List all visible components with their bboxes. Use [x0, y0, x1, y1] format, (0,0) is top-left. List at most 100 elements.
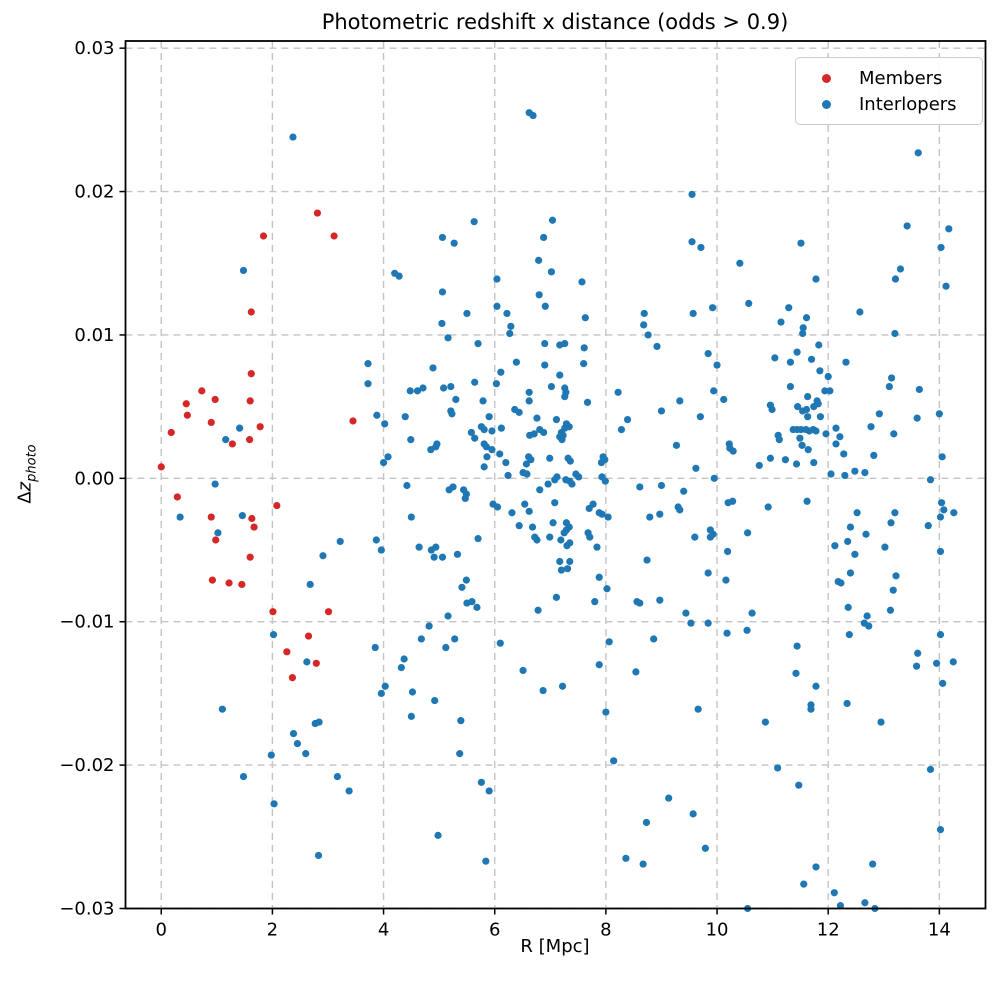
interloper-point: [238, 512, 246, 520]
interloper-point: [816, 367, 824, 375]
interloper-point: [887, 519, 895, 527]
interloper-point: [812, 427, 820, 435]
member-point: [288, 674, 297, 682]
interloper-point: [748, 609, 756, 617]
interloper-point: [844, 537, 852, 546]
interloper-point: [591, 598, 599, 606]
interloper-point: [881, 543, 889, 551]
interloper-point: [643, 556, 651, 564]
interloper-point: [945, 225, 953, 233]
interloper-point: [477, 778, 485, 786]
interloper-point: [575, 473, 583, 481]
interloper-point: [483, 453, 491, 461]
interloper-point: [492, 380, 500, 388]
interloper-point: [622, 854, 630, 862]
interloper-point: [314, 851, 323, 860]
interloper-point: [530, 430, 538, 438]
interloper-point: [211, 480, 219, 488]
interloper-point: [840, 450, 848, 458]
y-axis-label-var: z: [14, 481, 36, 492]
interloper-point: [682, 609, 690, 617]
interloper-point: [539, 686, 547, 695]
interloper-point: [803, 497, 811, 505]
member-point: [167, 428, 175, 437]
legend-item-members: Members: [810, 65, 972, 91]
interloper-point: [544, 480, 552, 488]
interloper-point: [688, 238, 696, 246]
interloper-point: [381, 420, 389, 428]
interloper-point: [713, 361, 721, 369]
interloper-point: [935, 410, 943, 418]
interloper-point: [556, 371, 564, 379]
interloper-point: [496, 450, 504, 458]
member-point: [246, 436, 254, 444]
interloper-point: [938, 453, 946, 461]
interloper-point: [458, 583, 466, 591]
interloper-point: [239, 266, 248, 275]
member-point: [269, 608, 277, 616]
interloper-point: [302, 750, 310, 758]
interloper-point: [653, 342, 661, 351]
interloper-point: [497, 424, 505, 432]
x-tick-label: 8: [600, 920, 611, 941]
interloper-point: [830, 889, 838, 897]
interloper-point: [807, 355, 816, 363]
member-point: [207, 418, 215, 427]
interloper-point: [289, 729, 298, 738]
interloper-point: [371, 643, 379, 652]
interloper-point: [563, 542, 571, 550]
interloper-point: [642, 818, 651, 827]
interloper-point: [493, 275, 501, 283]
interloper-point: [843, 699, 851, 708]
interloper-point: [796, 434, 804, 442]
interloper-point: [533, 414, 541, 422]
interloper-point: [400, 655, 408, 663]
interloper-point: [869, 860, 877, 868]
interloper-point: [438, 288, 447, 296]
interloper-point: [890, 430, 898, 438]
member-point: [349, 417, 357, 425]
interloper-point: [797, 239, 805, 247]
interloper-point: [431, 696, 439, 705]
interloper-point: [846, 523, 855, 531]
interloper-point: [430, 553, 438, 561]
interloper-point: [493, 302, 501, 310]
interloper-point: [885, 382, 893, 391]
interloper-point: [896, 265, 905, 273]
legend: Members Interlopers: [795, 57, 983, 125]
member-point: [273, 501, 281, 510]
interloper-point: [417, 635, 425, 643]
interloper-point: [529, 111, 537, 120]
interloper-point: [729, 447, 737, 455]
interloper-point: [912, 662, 921, 670]
member-point: [212, 536, 220, 544]
members-dot-icon: [822, 73, 831, 83]
interloper-point: [861, 468, 869, 477]
interloper-point: [841, 471, 849, 480]
interloper-point: [812, 863, 820, 871]
interloper-point: [540, 233, 548, 242]
interloper-point: [488, 427, 496, 435]
interloper-point: [914, 649, 922, 657]
interloper-point: [656, 510, 664, 518]
member-point: [228, 440, 236, 448]
interloper-point: [493, 503, 502, 511]
x-tick-label: 6: [489, 920, 500, 941]
interloper-point: [814, 400, 822, 408]
interloper-point: [636, 599, 644, 607]
interloper-point: [824, 372, 832, 381]
interloper-point: [548, 216, 557, 224]
y-tick-label: −0.01: [59, 612, 114, 633]
interloper-point: [395, 272, 403, 280]
interloper-point: [462, 576, 470, 584]
interloper-point: [552, 415, 561, 424]
interloper-point: [468, 598, 476, 606]
interloper-point: [429, 364, 437, 372]
interloper-point: [650, 635, 658, 643]
interloper-point: [844, 603, 852, 611]
interloper-point: [452, 395, 460, 404]
interloper-point: [546, 454, 554, 462]
interloper-point: [810, 458, 818, 467]
interloper-point: [558, 436, 566, 444]
